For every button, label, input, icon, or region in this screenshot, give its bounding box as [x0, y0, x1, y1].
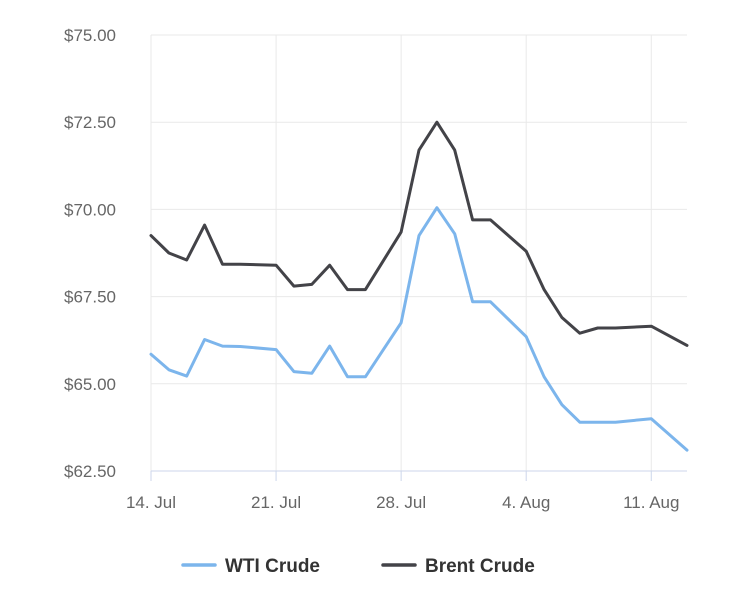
x-tick-label: 14. Jul: [126, 493, 176, 512]
series-line-wti-crude: [149, 206, 689, 452]
y-tick-label: $65.00: [64, 375, 116, 394]
x-tick-label: 21. Jul: [251, 493, 301, 512]
legend-label: Brent Crude: [425, 556, 535, 577]
x-tick-label: 11. Aug: [623, 493, 679, 512]
series-line-brent-crude: [149, 120, 689, 347]
x-tick-label: 4. Aug: [502, 493, 550, 512]
x-tick-label: 28. Jul: [376, 493, 426, 512]
legend-item-brent-crude[interactable]: Brent Crude: [381, 556, 535, 577]
y-tick-label: $67.50: [64, 288, 116, 307]
legend-label: WTI Crude: [225, 556, 320, 577]
grid-lines: [150, 34, 687, 472]
axes: $62.50 $65.00 $67.50 $70.00 $72.50 $75.00 14. …: [64, 26, 687, 512]
y-tick-label: $75.00: [64, 26, 116, 45]
y-tick-label: $70.00: [64, 200, 116, 219]
y-tick-label: $62.50: [64, 462, 116, 481]
series-layer: [149, 120, 689, 452]
y-tick-label: $72.50: [64, 113, 116, 132]
legend-item-wti-crude[interactable]: WTI Crude: [181, 556, 320, 577]
legend: WTI Crude Brent Crude: [181, 556, 535, 577]
